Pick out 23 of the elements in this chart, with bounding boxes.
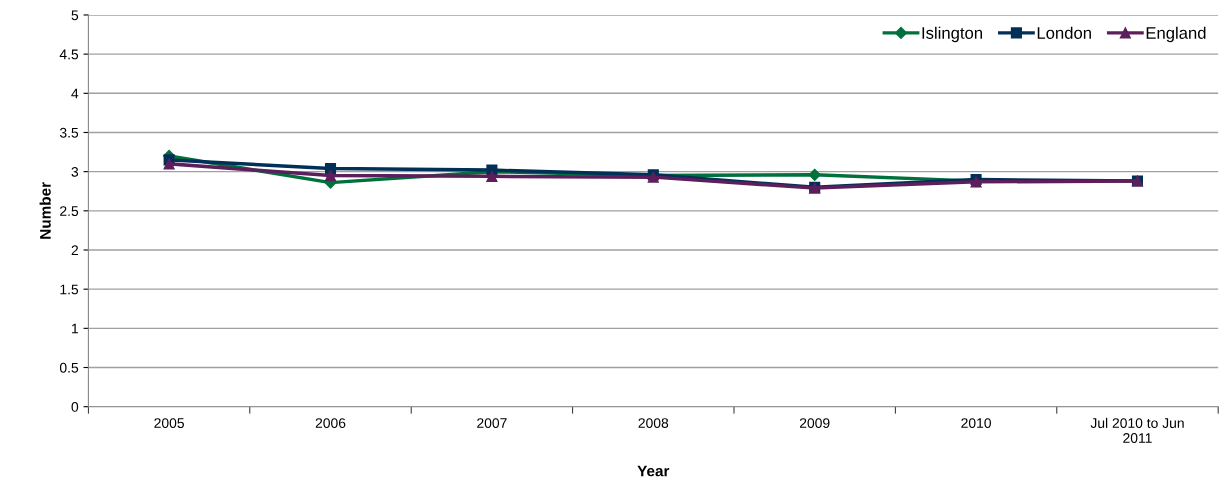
- x-tick-label: 2005: [154, 418, 184, 428]
- y-axis-title: Number: [39, 182, 51, 239]
- x-tick-label: 2009: [799, 418, 830, 428]
- y-tick-label: 3: [71, 166, 79, 177]
- y-tick-label: 4: [71, 88, 79, 99]
- y-tick-label: 1: [72, 323, 79, 334]
- x-tick-label: 2008: [638, 418, 669, 428]
- y-tick-label: 3.5: [59, 127, 79, 138]
- y-tick-label: 2.5: [60, 206, 79, 216]
- legend-label: England: [1146, 26, 1206, 43]
- x-tick-label: 2007: [477, 418, 507, 428]
- y-tick-label: 1.5: [60, 284, 79, 295]
- x-tick-label: 2010: [961, 418, 991, 428]
- x-axis-title: Year: [637, 465, 670, 477]
- y-tick-label: 5: [71, 10, 79, 21]
- x-tick-label: 2006: [315, 418, 346, 428]
- legend-label: Islington: [922, 26, 982, 43]
- y-tick-label: 4.5: [59, 49, 79, 60]
- y-tick-label: 0: [71, 402, 79, 412]
- y-tick-label: 2: [71, 245, 78, 256]
- legend-label: London: [1037, 26, 1091, 39]
- x-tick-label: Jul 2010 to Jun 2011: [1090, 417, 1184, 443]
- y-tick-label: 0.5: [59, 362, 79, 373]
